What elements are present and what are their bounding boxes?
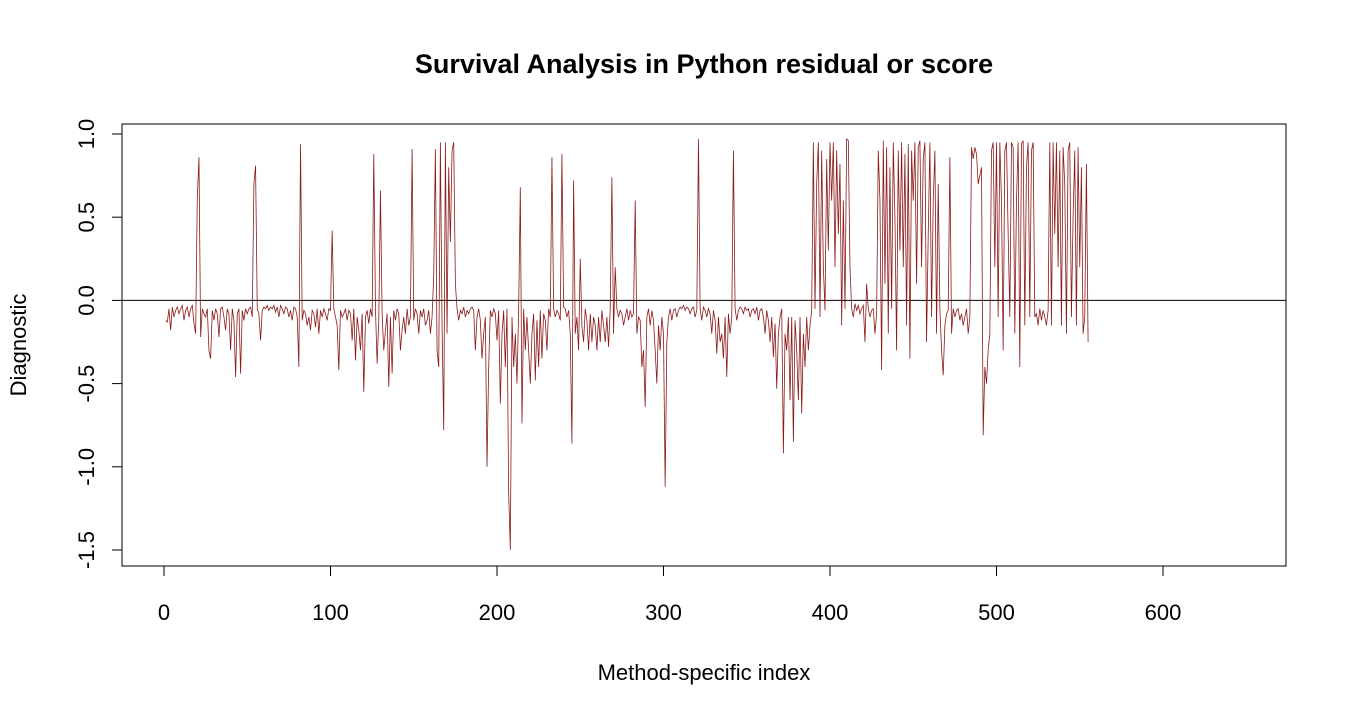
x-axis: 0 100 200 300 400 500 600 [158, 565, 1182, 625]
x-axis-label: Method-specific index [598, 660, 811, 685]
y-tick-label: -0.5 [74, 365, 99, 403]
diagnostic-series-line [165, 138, 1089, 551]
x-tick-label: 0 [158, 600, 170, 625]
plot-frame [121, 123, 1287, 567]
x-tick-label: 100 [312, 600, 349, 625]
y-axis-label: Diagnostic [6, 294, 31, 397]
y-tick-label: 0.5 [74, 202, 99, 233]
x-tick-label: 200 [479, 600, 516, 625]
chart-title: Survival Analysis in Python residual or … [415, 49, 993, 79]
x-tick-label: 600 [1145, 600, 1182, 625]
y-tick-label: -1.0 [74, 448, 99, 486]
x-tick-label: 400 [812, 600, 849, 625]
y-axis: -1.5 -1.0 -0.5 0.0 0.5 1.0 [74, 119, 123, 569]
x-tick-label: 300 [645, 600, 682, 625]
y-tick-label: -1.5 [74, 531, 99, 569]
y-tick-label: 0.0 [74, 285, 99, 316]
y-tick-label: 1.0 [74, 119, 99, 150]
x-tick-label: 500 [978, 600, 1015, 625]
